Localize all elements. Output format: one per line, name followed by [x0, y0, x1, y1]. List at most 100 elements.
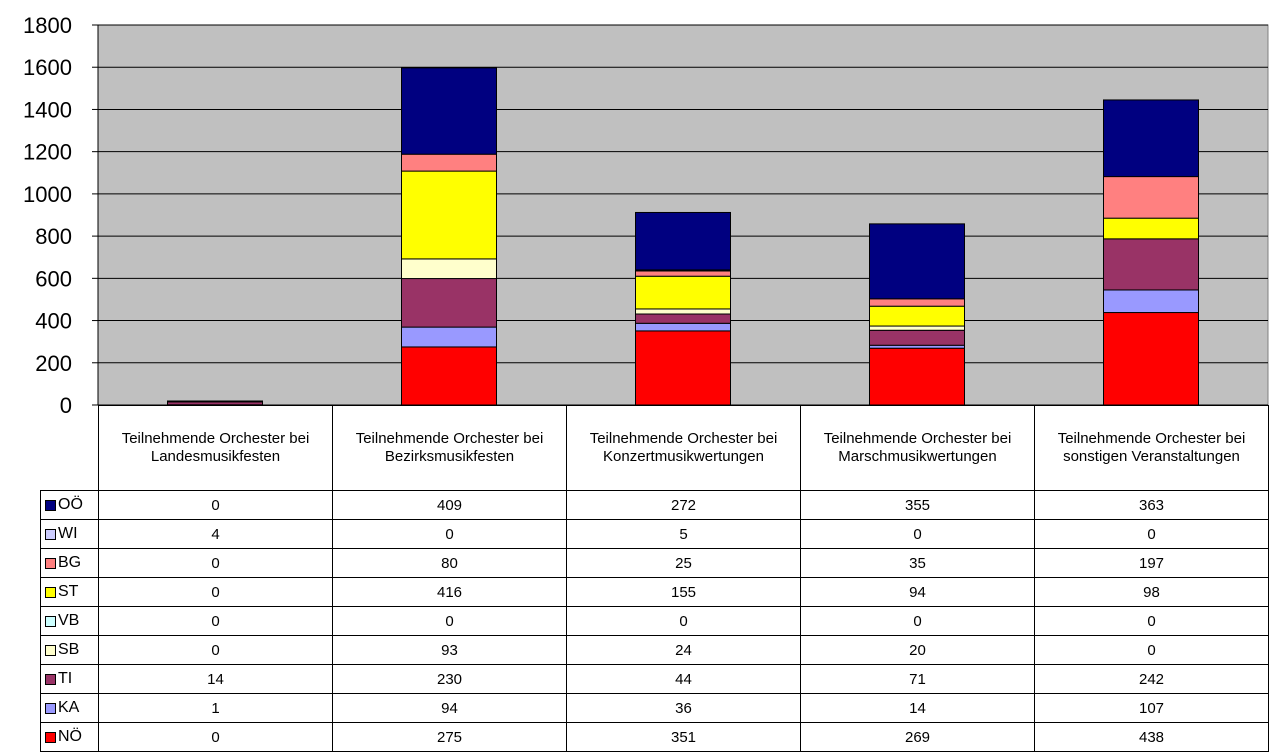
table-value: 107	[1034, 693, 1269, 723]
legend-cell: BG	[40, 548, 99, 578]
table-value: 98	[1034, 577, 1269, 607]
table-value: 0	[98, 635, 333, 665]
table-value: 4	[98, 519, 333, 549]
y-tick-label: 0	[60, 393, 72, 418]
table-value: 93	[332, 635, 567, 665]
table-value: 272	[566, 490, 801, 520]
table-value: 230	[332, 664, 567, 694]
table-value: 351	[566, 722, 801, 752]
legend-label: TI	[58, 670, 73, 687]
y-tick-label: 1400	[23, 97, 72, 122]
bar-segment	[1103, 99, 1199, 178]
table-value: 155	[566, 577, 801, 607]
table-value: 0	[98, 548, 333, 578]
bar-segment	[635, 330, 731, 406]
y-tick-label: 400	[35, 309, 72, 334]
table-value: 0	[1034, 606, 1269, 636]
legend-cell: OÖ	[40, 490, 99, 520]
legend-cell: WI	[40, 519, 99, 549]
category-header: Teilnehmende Orchester bei Konzertmusikw…	[566, 405, 801, 491]
table-value: 71	[800, 664, 1035, 694]
bar-segment	[635, 322, 731, 332]
bar-segment	[869, 298, 965, 307]
table-value: 24	[566, 635, 801, 665]
y-tick-label: 1000	[23, 182, 72, 207]
bar-segment	[167, 400, 263, 403]
legend-key	[45, 673, 56, 685]
category-header: Teilnehmende Orchester bei sonstigen Ver…	[1034, 405, 1269, 491]
legend-cell: KA	[40, 693, 99, 723]
legend-key	[45, 702, 56, 714]
y-tick-label: 600	[35, 266, 72, 291]
y-tick-label: 800	[35, 224, 72, 249]
bar-segment	[401, 170, 497, 260]
table-value: 275	[332, 722, 567, 752]
table-value: 20	[800, 635, 1035, 665]
legend-cell: TI	[40, 664, 99, 694]
bar-segment	[401, 67, 497, 155]
table-value: 0	[98, 577, 333, 607]
legend-key	[45, 528, 56, 540]
table-value: 409	[332, 490, 567, 520]
legend-key	[45, 586, 56, 598]
table-value: 269	[800, 722, 1035, 752]
table-value: 5	[566, 519, 801, 549]
table-value: 416	[332, 577, 567, 607]
bar-segment	[1103, 176, 1199, 219]
table-value: 94	[800, 577, 1035, 607]
bar-segment	[401, 278, 497, 328]
table-value: 44	[566, 664, 801, 694]
bar-segment	[869, 305, 965, 327]
legend-key	[45, 499, 56, 511]
bar-segment	[635, 275, 731, 310]
table-value: 0	[98, 490, 333, 520]
bar-segment	[869, 223, 965, 300]
table-value: 0	[332, 606, 567, 636]
legend-label: KA	[58, 699, 80, 716]
bar-segment	[869, 347, 965, 406]
bar-segment	[401, 153, 497, 172]
table-value: 35	[800, 548, 1035, 578]
legend-cell: NÖ	[40, 722, 99, 752]
y-tick-label: 200	[35, 351, 72, 376]
legend-cell: ST	[40, 577, 99, 607]
category-header: Teilnehmende Orchester bei Marschmusikwe…	[800, 405, 1035, 491]
y-tick-label: 1200	[23, 140, 72, 165]
category-header: Teilnehmende Orchester bei Bezirksmusikf…	[332, 405, 567, 491]
table-value: 363	[1034, 490, 1269, 520]
bar-segment	[1103, 238, 1199, 291]
bar-segment	[401, 258, 497, 280]
category-header: Teilnehmende Orchester bei Landesmusikfe…	[98, 405, 333, 491]
table-value: 25	[566, 548, 801, 578]
legend-key	[45, 644, 56, 656]
table-value: 80	[332, 548, 567, 578]
bar-segment	[1103, 217, 1199, 240]
legend-key	[45, 615, 56, 627]
table-value: 14	[98, 664, 333, 694]
table-value: 242	[1034, 664, 1269, 694]
bar-segment	[635, 211, 731, 271]
table-value: 94	[332, 693, 567, 723]
table-value: 0	[1034, 519, 1269, 549]
legend-label: WI	[58, 525, 78, 542]
legend-label: SB	[58, 641, 80, 658]
bar-segment	[635, 308, 731, 315]
bar-segment	[1103, 289, 1199, 314]
table-value: 36	[566, 693, 801, 723]
table-value: 0	[332, 519, 567, 549]
table-value: 0	[800, 519, 1035, 549]
legend-label: ST	[58, 583, 79, 600]
table-value: 14	[800, 693, 1035, 723]
bar-segment	[869, 329, 965, 346]
legend-label: VB	[58, 612, 80, 629]
bar-segment	[401, 346, 497, 406]
bar-segment	[635, 313, 731, 324]
legend-label: NÖ	[58, 728, 82, 745]
y-tick-label: 1800	[23, 13, 72, 38]
legend-label: BG	[58, 554, 82, 571]
bar-segment	[635, 270, 731, 277]
legend-cell: VB	[40, 606, 99, 636]
legend-cell: SB	[40, 635, 99, 665]
legend-key	[45, 557, 56, 569]
